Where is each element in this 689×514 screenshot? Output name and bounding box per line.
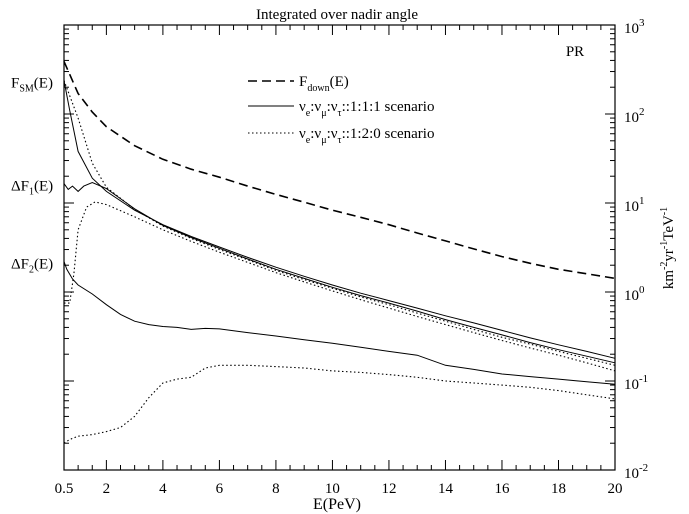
labels-layer: 0.5 2 4 6 8 10 12 14 16 18 20 103 102 101 100 10-1 10-2 F… (11, 17, 648, 497)
curve-label-1: FSM(E) (11, 75, 53, 94)
x-tick-label: 6 (216, 481, 224, 497)
legend-label-3: νe:νμ:ντ::1:2:0 scenario (299, 126, 434, 146)
series-line-6 (63, 261, 616, 385)
plot-frame (63, 24, 616, 471)
x-tick-label: 14 (438, 481, 454, 497)
y-tick-label: 103 (624, 17, 645, 37)
y-label-sup-1: -2 (659, 262, 670, 270)
y-tick-label: 101 (624, 195, 645, 215)
y-tick-label: 102 (624, 106, 645, 126)
series-line-2 (63, 80, 616, 359)
x-tick-label: 12 (381, 481, 396, 497)
series-line-1 (63, 61, 616, 280)
x-tick-label: 16 (494, 481, 510, 497)
annotation-pr: PR (566, 44, 584, 60)
x-tick-label: 8 (272, 481, 280, 497)
legend: Fdown(E)νe:νμ:ντ::1:1:1 scenarioνe:νμ:ντ… (248, 74, 434, 146)
x-tick-label: 0.5 (55, 481, 74, 497)
x-tick-label: 4 (159, 481, 167, 497)
series-line-3 (63, 181, 616, 364)
series-line-5 (64, 201, 616, 372)
series-line-4 (63, 80, 616, 366)
y-tick-label: 100 (624, 284, 645, 304)
series-layer (63, 61, 616, 444)
curve-label-3: ΔF2(E) (11, 257, 53, 276)
curve-label-2: ΔF1(E) (11, 179, 53, 198)
chart-title: Integrated over nadir angle (256, 7, 418, 23)
x-tick-label: 18 (551, 481, 566, 497)
x-axis-label: E(PeV) (313, 496, 361, 513)
x-tick-label: 2 (103, 481, 111, 497)
legend-label-2: νe:νμ:ντ::1:1:1 scenario (299, 99, 434, 119)
y-tick-label: 10-1 (624, 373, 648, 393)
ticks-layer (63, 24, 616, 471)
y-axis-label-right: km-2yr-1TeV-1 (659, 207, 677, 289)
x-tick-label: 10 (325, 481, 340, 497)
legend-label-1: Fdown(E) (299, 74, 349, 94)
series-line-7 (63, 364, 616, 444)
x-tick-label: 20 (608, 481, 623, 497)
y-tick-label: 10-2 (624, 462, 648, 482)
